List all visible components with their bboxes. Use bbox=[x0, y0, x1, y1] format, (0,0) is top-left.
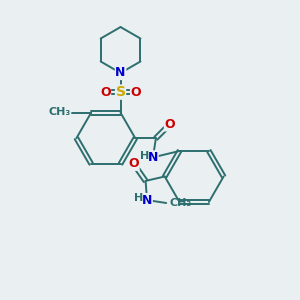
Text: S: S bbox=[116, 85, 126, 99]
Text: CH₃: CH₃ bbox=[169, 198, 191, 208]
Text: H: H bbox=[140, 151, 149, 161]
Text: N: N bbox=[148, 151, 158, 164]
Text: O: O bbox=[130, 85, 141, 99]
Text: CH₃: CH₃ bbox=[48, 107, 70, 117]
Text: O: O bbox=[164, 118, 175, 131]
Text: O: O bbox=[128, 157, 139, 170]
Text: N: N bbox=[142, 194, 152, 207]
Text: O: O bbox=[100, 85, 111, 99]
Text: H: H bbox=[134, 193, 143, 203]
Text: N: N bbox=[116, 67, 126, 80]
